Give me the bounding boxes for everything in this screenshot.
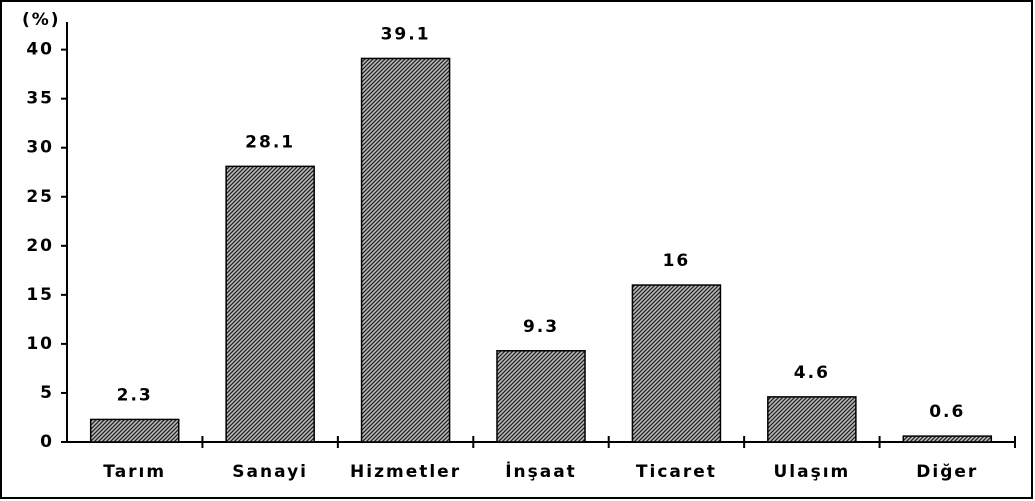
x-tick-label: Sanayi — [232, 462, 308, 482]
y-tick-label: 0 — [40, 432, 54, 452]
y-tick-label: 10 — [26, 334, 54, 354]
y-tick-label: 5 — [40, 383, 54, 403]
bar — [360, 57, 451, 443]
bar — [89, 418, 180, 443]
value-label: 28.1 — [245, 132, 295, 152]
value-label: 16 — [663, 251, 691, 271]
x-tick-label: Hizmetler — [350, 462, 461, 482]
bar — [767, 396, 857, 443]
y-axis-label: (%) — [22, 10, 61, 30]
y-tick-label: 40 — [26, 40, 54, 60]
y-tick-label: 25 — [26, 187, 54, 207]
x-tick-label: İnşaat — [505, 460, 577, 482]
y-tick-label: 15 — [26, 285, 54, 305]
x-tick-label: Tarım — [103, 462, 166, 482]
bar — [902, 435, 993, 443]
y-tick-label: 20 — [26, 236, 54, 256]
value-label: 4.6 — [794, 363, 830, 383]
bar — [631, 284, 722, 443]
bar — [225, 165, 315, 443]
x-tick-label: Ulaşım — [773, 462, 850, 482]
bar — [496, 350, 586, 443]
x-tick-label: Ticaret — [636, 462, 717, 482]
y-tick-label: 30 — [26, 138, 54, 158]
value-label: 39.1 — [381, 24, 431, 44]
x-tick-label: Diğer — [916, 462, 978, 482]
value-label: 2.3 — [117, 385, 153, 405]
value-label: 9.3 — [523, 317, 559, 337]
y-tick-label: 35 — [26, 89, 54, 109]
value-label: 0.6 — [929, 402, 965, 422]
